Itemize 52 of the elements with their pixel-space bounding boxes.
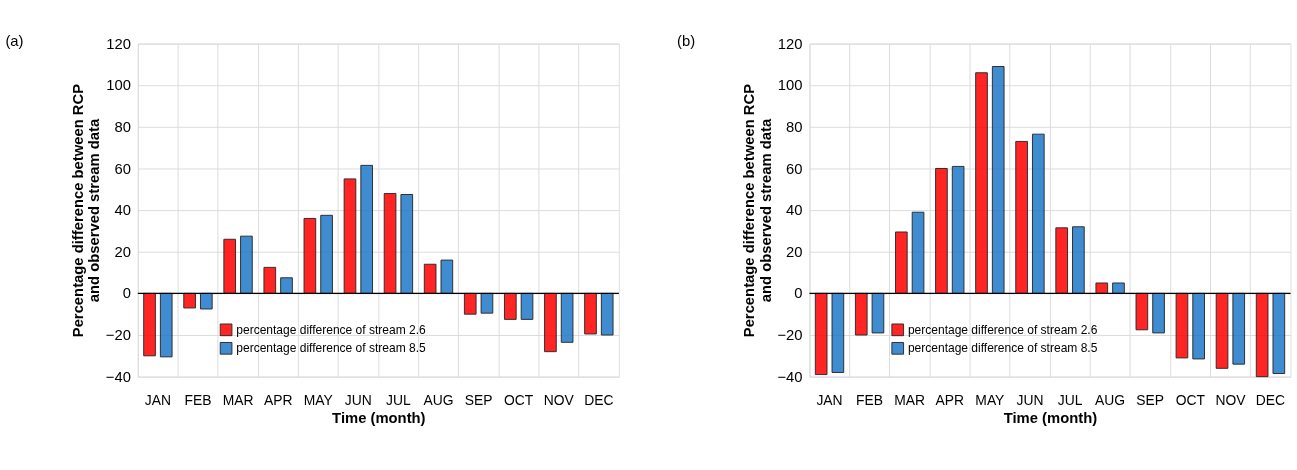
x-tick-label: NOV: [1215, 391, 1247, 408]
x-tick-label: MAY: [975, 391, 1005, 408]
y-tick-label: −20: [105, 327, 131, 344]
x-tick-label: JAN: [144, 391, 171, 408]
x-axis-title: Time (month): [1003, 410, 1098, 427]
x-tick-label: JUL: [1057, 391, 1083, 408]
x-tick-label: SEP: [1136, 391, 1165, 408]
text: (a): [5, 33, 24, 50]
x-tick-label: NOV: [543, 391, 575, 408]
y-tick-label: 120: [106, 35, 131, 52]
x-tick-label: FEB: [184, 391, 212, 408]
y-tick-label: 40: [786, 202, 803, 219]
y-tick-label: 80: [114, 118, 131, 135]
y-tick-label: −40: [105, 368, 131, 385]
y-tick-label: 120: [777, 35, 803, 52]
y-tick-label: 60: [786, 160, 803, 177]
legend-label: percentage difference of stream 8.5: [236, 341, 427, 356]
x-tick-label: OCT: [1175, 391, 1206, 408]
x-axis-title: Time (month): [332, 410, 426, 427]
y-axis-title: Percentage difference between RCP and observed stream data: [69, 83, 103, 338]
x-tick-label: JAN: [816, 391, 843, 408]
y-tick-label: 20: [786, 243, 803, 260]
x-tick-label: APR: [935, 391, 965, 408]
text: (b): [677, 33, 696, 50]
y-tick-label: −40: [777, 368, 803, 385]
y-tick-label: 100: [777, 77, 803, 94]
x-tick-label: MAY: [303, 391, 333, 408]
x-tick-label: AUG: [423, 391, 454, 408]
y-tick-label: 20: [114, 243, 131, 260]
x-tick-label: APR: [263, 391, 293, 408]
x-tick-label: OCT: [504, 391, 534, 408]
x-tick-label: SEP: [464, 391, 493, 408]
y-tick-label: 100: [106, 77, 131, 94]
legend-label: percentage difference of stream 8.5: [907, 341, 1098, 356]
legend-label: percentage difference of stream 2.6: [907, 322, 1098, 337]
x-tick-label: DEC: [1255, 391, 1286, 408]
y-tick-label: 40: [114, 202, 131, 219]
x-tick-label: JUL: [386, 391, 412, 408]
y-tick-label: 0: [122, 285, 131, 302]
x-tick-label: FEB: [856, 391, 884, 408]
y-axis-title: Percentage difference between RCP and observed stream data: [741, 83, 774, 338]
x-tick-label: MAR: [894, 391, 926, 408]
y-tick-label: 80: [786, 118, 803, 135]
legend-label: percentage difference of stream 2.6: [236, 322, 427, 337]
x-tick-label: JUN: [344, 391, 372, 408]
x-tick-label: MAR: [222, 391, 254, 408]
x-tick-label: AUG: [1095, 391, 1126, 408]
y-tick-label: 0: [794, 285, 803, 302]
x-tick-label: JUN: [1016, 391, 1044, 408]
x-tick-label: DEC: [584, 391, 614, 408]
y-tick-label: −20: [777, 327, 803, 344]
y-tick-label: 60: [114, 160, 131, 177]
